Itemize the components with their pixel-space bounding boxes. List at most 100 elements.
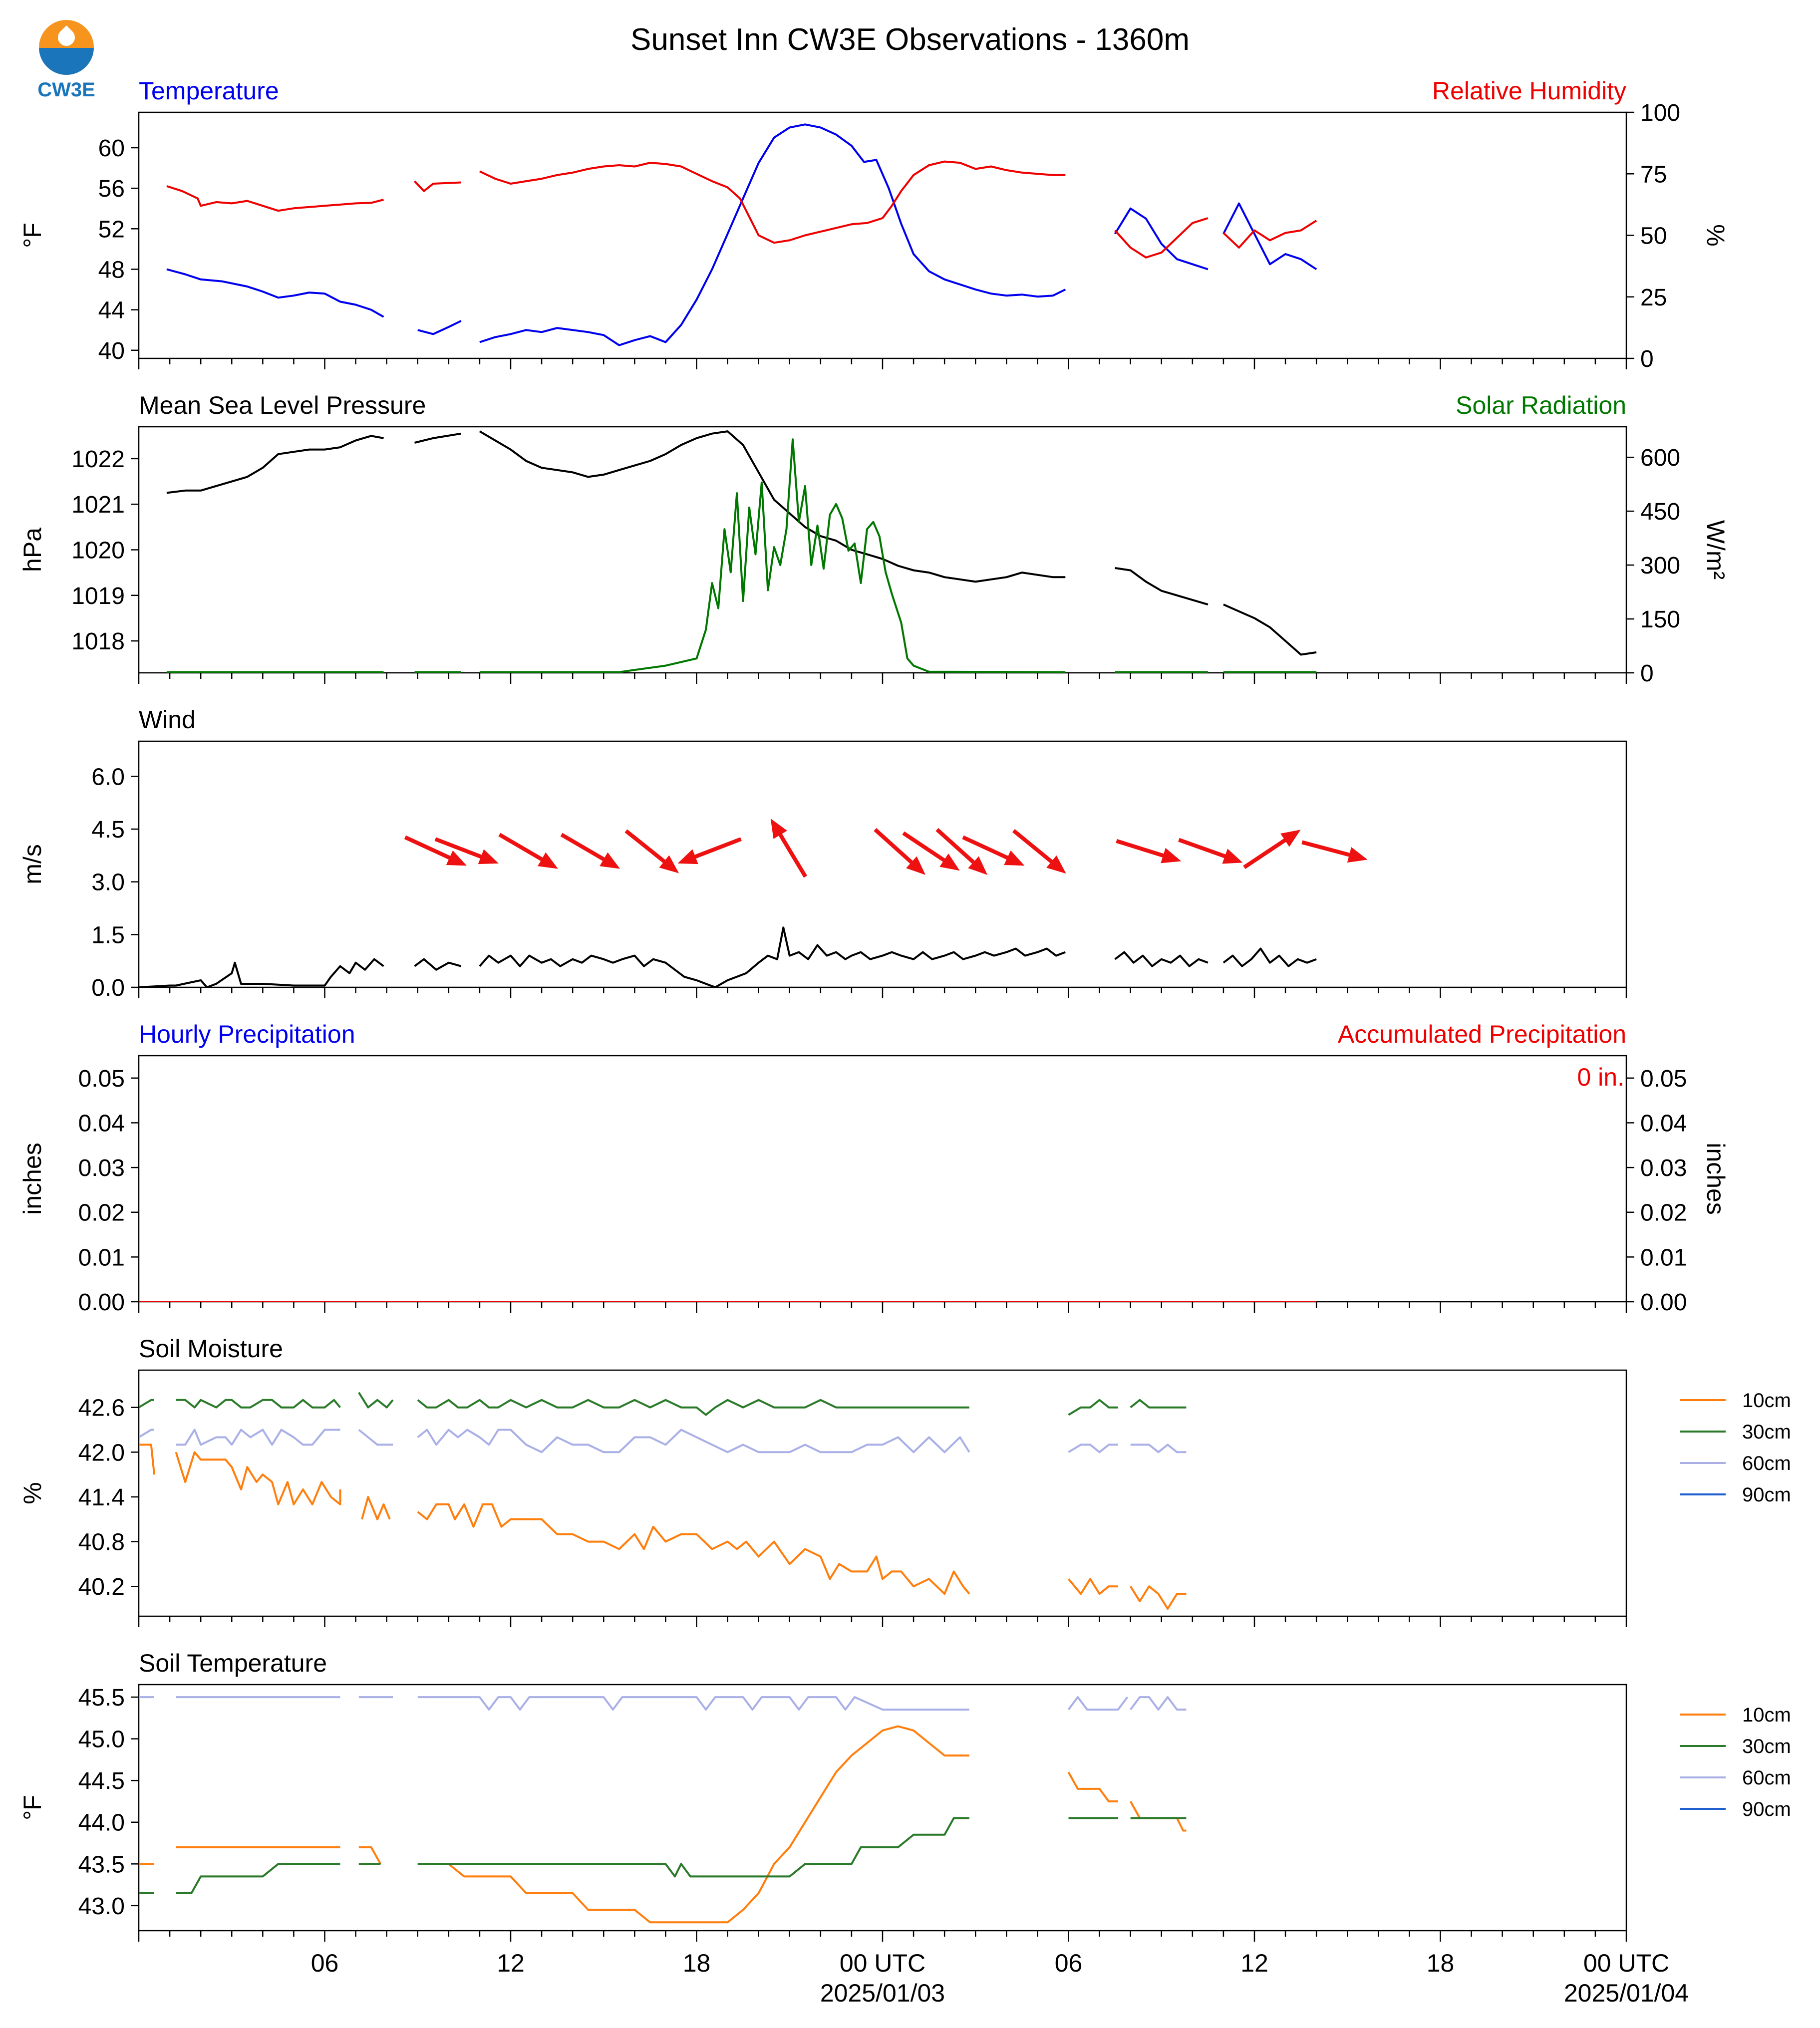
y2-axis-label: W/m² — [1702, 520, 1730, 579]
plot-frame — [138, 740, 1627, 988]
wind-arrow — [677, 837, 742, 865]
wind-arrow — [770, 818, 808, 878]
y-tick-label: 4.5 — [91, 817, 125, 843]
wind-arrow-head — [906, 856, 926, 875]
y-axis-label: % — [18, 1482, 46, 1504]
wind-arrow-head — [1347, 847, 1368, 863]
logo-text: CW3E — [37, 79, 95, 101]
legend-label: 90cm — [1742, 1484, 1791, 1506]
y2-tick-label: 50 — [1640, 223, 1667, 250]
y-tick-label: 43.5 — [78, 1851, 125, 1878]
plot-frame — [138, 1055, 1627, 1303]
y-tick-label: 0.01 — [78, 1244, 125, 1271]
legend-label: 60cm — [1742, 1452, 1791, 1474]
panel-pressure_solar: Mean Sea Level Pressure Solar Radiation 10… — [18, 391, 1730, 687]
panel-title-left: Soil Moisture — [139, 1335, 283, 1363]
x-tick-label: 06 — [1055, 1949, 1083, 1977]
series-line-left — [166, 430, 1317, 656]
legend-label: 30cm — [1742, 1421, 1791, 1443]
y2-tick-label: 0.03 — [1640, 1155, 1687, 1181]
wind-arrow-head — [1280, 830, 1301, 847]
legend-label: 10cm — [1742, 1390, 1791, 1412]
y-tick-label: 1019 — [71, 583, 125, 609]
panel-soil_temperature: Soil Temperature 43.0 43.5 44.0 44.5 45.0 45.5… — [18, 1649, 1791, 2007]
wind-arrow-head — [968, 856, 988, 875]
y-tick-label: 44 — [98, 297, 125, 324]
y2-tick-label: 0 — [1640, 660, 1654, 687]
panel-title-left: Soil Temperature — [139, 1649, 327, 1677]
y-axis-label: m/s — [18, 844, 46, 884]
y2-tick-label: 300 — [1640, 553, 1680, 579]
series-line-right — [166, 160, 1317, 259]
wind-arrow-head — [446, 850, 467, 866]
y-tick-label: 0.03 — [78, 1155, 125, 1181]
y-tick-label: 42.0 — [78, 1440, 125, 1466]
y2-tick-label: 0.01 — [1640, 1244, 1687, 1271]
series-line-speed — [139, 926, 1317, 987]
panel-title-right: Solar Radiation — [1456, 391, 1626, 419]
x-tick-label: 12 — [497, 1949, 525, 1977]
y-tick-label: 3.0 — [91, 869, 125, 896]
y-tick-label: 48 — [98, 257, 125, 283]
y-tick-label: 0.00 — [78, 1289, 125, 1316]
y2-tick-label: 0.00 — [1640, 1289, 1687, 1316]
wind-arrow — [1012, 829, 1066, 874]
y2-tick-label: 0.05 — [1640, 1066, 1687, 1092]
y2-tick-label: 0 — [1640, 346, 1654, 372]
panel-soil_moisture: Soil Moisture 40.2 40.8 41.4 42.0 42.6% 10cm 30… — [18, 1335, 1791, 1627]
panel-title-left: Temperature — [139, 77, 279, 105]
series-line-10cm — [139, 1725, 1187, 1924]
x-tick-label: 12 — [1240, 1949, 1268, 1977]
y2-axis-label: inches — [1702, 1143, 1730, 1215]
series-line-30cm — [139, 1392, 1187, 1416]
wind-arrow — [404, 835, 467, 866]
panel-temp_rh: Temperature Relative Humidity 40 44 48 52 56 60… — [18, 77, 1730, 372]
wind-arrow-head — [659, 855, 679, 873]
y2-tick-label: 25 — [1640, 285, 1667, 311]
y-axis-label: hPa — [18, 528, 46, 572]
y-tick-label: 44.0 — [78, 1810, 125, 1836]
x-tick-label: 06 — [311, 1949, 339, 1977]
y-tick-label: 1.5 — [91, 922, 125, 948]
panel-title-left: Mean Sea Level Pressure — [139, 391, 426, 419]
y-tick-label: 1021 — [71, 492, 125, 518]
y2-tick-label: 0.04 — [1640, 1110, 1687, 1137]
y-tick-label: 45.5 — [78, 1685, 125, 1711]
y-axis-label: °F — [18, 1795, 46, 1820]
wind-arrow — [560, 833, 620, 869]
wind-arrow — [498, 833, 558, 869]
cw3e-logo: CW3E — [34, 20, 99, 101]
y-tick-label: 42.6 — [78, 1395, 125, 1422]
wind-arrow — [1178, 838, 1243, 864]
y-tick-label: 40.2 — [78, 1574, 125, 1600]
y-tick-label: 41.4 — [78, 1484, 125, 1511]
wind-arrow-head — [1161, 848, 1182, 864]
y2-tick-label: 100 — [1640, 100, 1680, 126]
y2-tick-label: 75 — [1640, 161, 1667, 188]
y2-tick-label: 600 — [1640, 445, 1680, 471]
wind-arrow-head — [1046, 855, 1066, 874]
y-tick-label: 43.0 — [78, 1893, 125, 1920]
wind-arrow-head — [538, 852, 558, 869]
wind-arrow — [1301, 840, 1368, 863]
y-tick-label: 56 — [98, 176, 125, 202]
panel-title-left: Hourly Precipitation — [139, 1020, 355, 1048]
x-tick-label: 00 UTC — [840, 1949, 925, 1977]
wind-arrow-head — [939, 853, 960, 871]
wind-arrow — [624, 829, 679, 873]
y-tick-label: 40.8 — [78, 1529, 125, 1556]
x-tick-date-label: 2025/01/03 — [820, 1979, 945, 2007]
x-tick-label: 00 UTC — [1583, 1949, 1669, 1977]
y-tick-label: 0.04 — [78, 1110, 125, 1137]
wind-arrow-head — [600, 852, 620, 869]
figure-title: Sunset Inn CW3E Observations - 1360m — [630, 22, 1190, 57]
y-tick-label: 40 — [98, 338, 125, 364]
wind-arrow-head — [677, 849, 698, 865]
wind-arrow — [1243, 830, 1301, 869]
wind-arrow-head — [1004, 850, 1025, 866]
panel-title-right: Accumulated Precipitation — [1338, 1020, 1626, 1048]
y-tick-label: 1020 — [71, 538, 125, 564]
y-tick-label: 0.02 — [78, 1200, 125, 1226]
legend-label: 10cm — [1742, 1704, 1791, 1726]
y-tick-label: 44.5 — [78, 1768, 125, 1794]
